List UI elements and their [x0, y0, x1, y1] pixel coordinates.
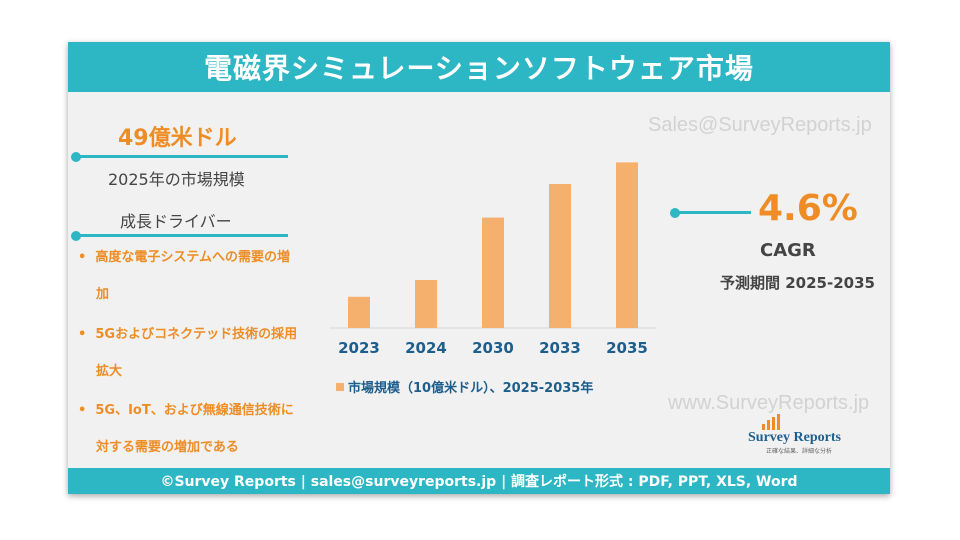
driver-item-cont: 拡大	[96, 364, 123, 379]
bar-logo-icon	[762, 414, 780, 430]
bar-2030	[482, 217, 504, 328]
logo-tagline: 正確な結果、詳細な分析	[766, 448, 833, 455]
x-tick-label: 2030	[472, 339, 514, 357]
drivers-title: 成長ドライバー	[120, 212, 232, 231]
connector-line	[76, 234, 288, 237]
driver-item: • 高度な電子システムへの需要の増	[78, 250, 290, 265]
connector-line	[76, 155, 288, 158]
connector-line	[675, 211, 751, 214]
watermark-bottom: www.SurveyReports.jp	[668, 392, 870, 414]
driver-item: • 5G、IoT、および無線通信技術に	[78, 403, 294, 418]
driver-item-cont: 加	[96, 287, 110, 302]
market-size-label: 2025年の市場規模	[108, 170, 245, 189]
infographic-card: 電磁界シミュレーションソフトウェア市場 Sales@SurveyReports.…	[68, 42, 890, 494]
bar-2033	[549, 184, 571, 328]
driver-item: • 5Gおよびコネクテッド技術の採用	[78, 327, 298, 342]
footer-text: ©Survey Reports | sales@surveyreports.jp…	[160, 474, 798, 490]
company-logo: Survey Reports 正確な結果、詳細な分析	[748, 414, 858, 455]
x-tick-label: 2024	[405, 339, 447, 357]
title-bar: 電磁界シミュレーションソフトウェア市場	[68, 42, 890, 92]
x-tick-label: 2035	[606, 339, 648, 357]
driver-item-cont: 対する需要の増加である	[96, 440, 239, 455]
cagr-value: 4.6%	[758, 188, 858, 229]
bar-2035	[616, 162, 638, 328]
legend-swatch	[336, 383, 344, 391]
market-size-value: 49億米ドル	[118, 126, 237, 151]
bar-2023	[348, 296, 370, 328]
forecast-period: 予測期間 2025-2035	[720, 274, 875, 292]
footer-bar: ©Survey Reports | sales@surveyreports.jp…	[68, 468, 890, 494]
x-tick-label: 2023	[338, 339, 380, 357]
logo-text: Survey Reports	[748, 430, 841, 445]
bar-chart: 2023 2024 2030 2033 2035 市場規模（10億米ドル）、2025-20…	[330, 162, 656, 396]
cagr-label: CAGR	[760, 240, 816, 261]
watermark-top: Sales@SurveyReports.jp	[648, 114, 872, 136]
page-title: 電磁界シミュレーションソフトウェア市場	[204, 52, 754, 85]
bar-2024	[415, 280, 437, 328]
x-tick-label: 2033	[539, 339, 581, 357]
legend-label: 市場規模（10億米ドル）、2025-2035年	[348, 380, 593, 396]
